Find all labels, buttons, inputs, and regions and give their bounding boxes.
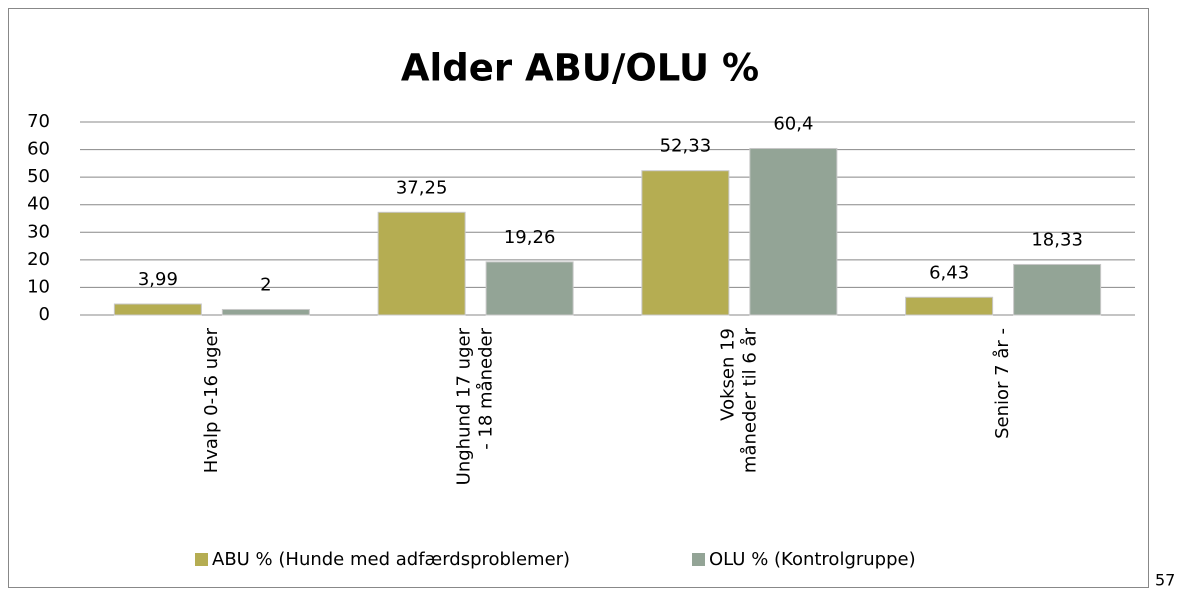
x-tick-label: Senior 7 år - [992, 328, 1013, 439]
legend-swatch [692, 553, 705, 566]
legend-label: ABU % (Hunde med adfærdsproblemer) [212, 549, 570, 570]
data-label: 18,33 [1031, 229, 1083, 250]
bar [113, 303, 202, 316]
y-tick-label: 40 [27, 194, 50, 215]
data-label: 3,99 [138, 269, 178, 290]
y-tick-label: 70 [27, 111, 50, 132]
page-number: 57 [1155, 571, 1175, 590]
legend-label: OLU % (Kontrolgruppe) [709, 549, 916, 570]
y-tick-label: 0 [39, 304, 50, 325]
data-label: 37,25 [396, 177, 448, 198]
data-label: 60,4 [773, 113, 813, 134]
legend-swatch [195, 553, 208, 566]
bar [1013, 263, 1102, 316]
data-label: 52,33 [660, 136, 712, 157]
y-tick-label: 60 [27, 139, 50, 160]
bar [905, 296, 994, 316]
x-tick-label: Voksen 19måneder til 6 år [717, 327, 760, 473]
data-label: 6,43 [929, 262, 969, 283]
y-tick-label: 30 [27, 221, 50, 242]
x-tick-label: Unghund 17 uger- 18 måneder [454, 327, 497, 485]
bar [377, 211, 466, 316]
y-tick-label: 10 [27, 276, 50, 297]
bar [749, 147, 838, 316]
bar [641, 170, 730, 316]
bar [485, 261, 574, 316]
data-label: 19,26 [504, 227, 556, 248]
data-label: 2 [260, 274, 271, 295]
chart-title: Alder ABU/OLU % [401, 47, 759, 90]
y-tick-label: 20 [27, 249, 50, 270]
y-tick-label: 50 [27, 166, 50, 187]
x-tick-label: Hvalp 0-16 uger [201, 327, 222, 473]
bar [221, 308, 310, 316]
